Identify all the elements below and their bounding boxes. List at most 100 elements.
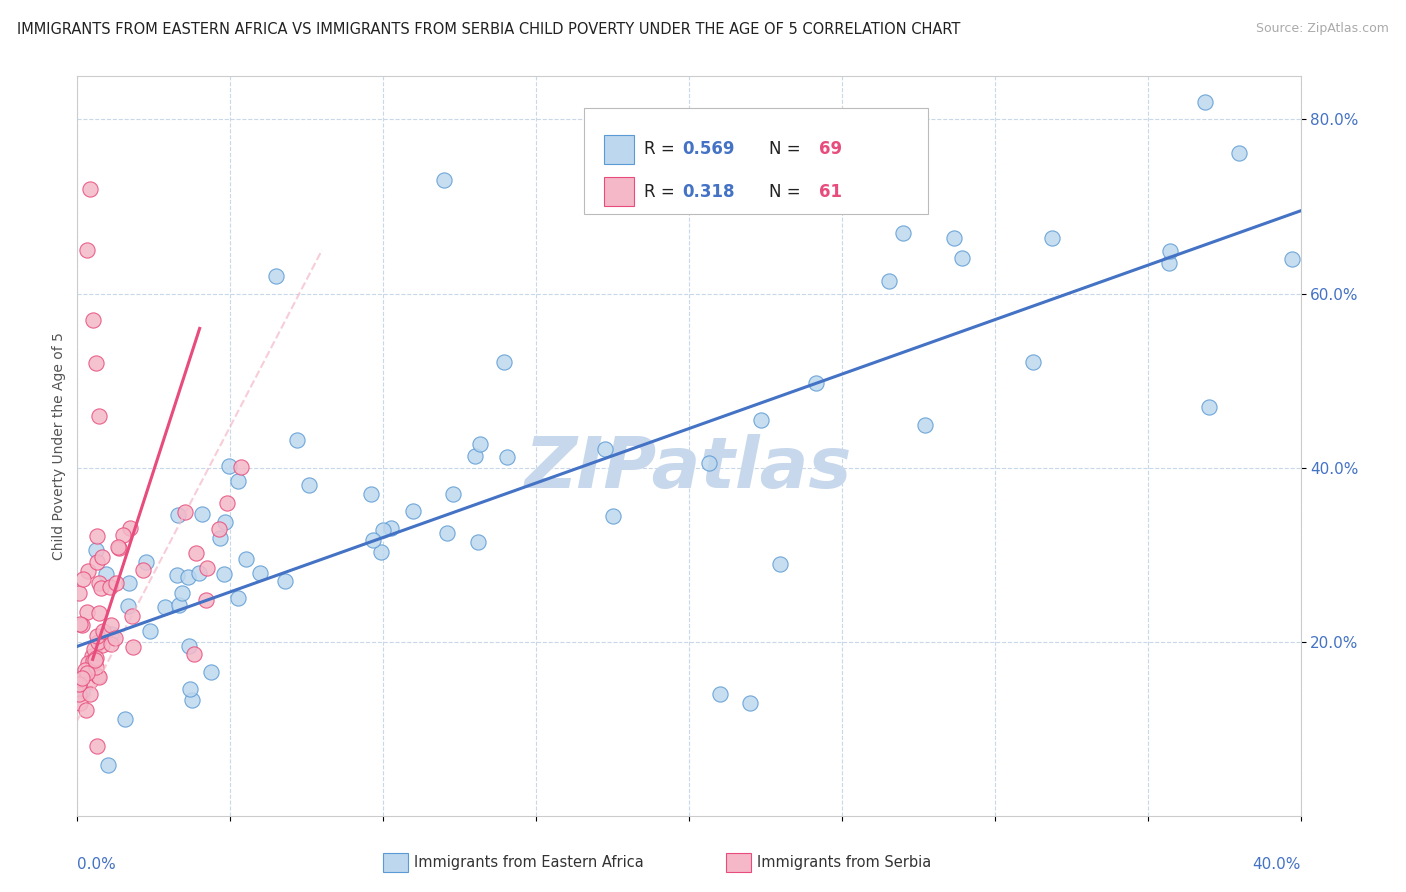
Point	[464, 449, 486, 463]
Text: Immigrants from Serbia: Immigrants from Serbia	[756, 855, 931, 870]
Point	[195, 560, 218, 574]
Point	[195, 593, 218, 607]
Point	[111, 528, 134, 542]
Point	[373, 523, 395, 537]
Point	[84, 356, 107, 370]
Point	[495, 450, 517, 465]
Point	[950, 251, 973, 265]
Point	[179, 681, 201, 696]
Point	[709, 687, 731, 701]
Point	[436, 525, 458, 540]
Point	[107, 541, 129, 555]
Point	[228, 474, 250, 488]
Point	[155, 600, 177, 615]
Point	[170, 586, 193, 600]
Point	[1040, 231, 1063, 245]
Point	[84, 651, 107, 665]
Point	[77, 657, 100, 671]
Point	[79, 182, 101, 196]
Point	[86, 555, 108, 569]
Point	[132, 563, 155, 577]
Point	[877, 275, 900, 289]
Point	[139, 624, 162, 638]
Point	[67, 677, 90, 691]
Point	[1227, 146, 1250, 161]
Point	[114, 712, 136, 726]
Point	[87, 635, 110, 649]
Point	[804, 376, 827, 391]
Point	[97, 758, 120, 772]
Text: R =: R =	[644, 140, 681, 159]
Point	[76, 666, 98, 681]
Y-axis label: Child Poverty Under the Age of 5: Child Poverty Under the Age of 5	[52, 332, 66, 560]
Point	[370, 545, 392, 559]
Point	[118, 521, 141, 535]
Point	[82, 648, 104, 663]
Point	[942, 231, 965, 245]
Point	[492, 355, 515, 369]
Point	[697, 456, 720, 470]
Point	[73, 663, 96, 677]
Point	[76, 605, 98, 619]
Point	[122, 640, 145, 654]
Point	[100, 626, 122, 640]
Point	[470, 437, 492, 451]
Point	[183, 648, 205, 662]
Point	[72, 671, 94, 685]
Point	[86, 542, 108, 557]
Point	[167, 508, 190, 523]
Point	[72, 618, 94, 632]
Point	[67, 687, 90, 701]
Point	[891, 226, 914, 240]
Point	[273, 574, 295, 589]
Point	[84, 652, 107, 666]
Text: Source: ZipAtlas.com: Source: ZipAtlas.com	[1256, 22, 1389, 36]
Point	[433, 173, 456, 187]
Text: 0.0%: 0.0%	[77, 857, 117, 871]
Text: N =: N =	[769, 183, 806, 201]
Point	[90, 639, 112, 653]
Point	[173, 505, 195, 519]
Point	[184, 546, 207, 560]
Point	[285, 433, 308, 447]
Point	[118, 576, 141, 591]
Text: IMMIGRANTS FROM EASTERN AFRICA VS IMMIGRANTS FROM SERBIA CHILD POVERTY UNDER THE: IMMIGRANTS FROM EASTERN AFRICA VS IMMIGR…	[17, 22, 960, 37]
Point	[401, 504, 423, 518]
Text: 61: 61	[818, 183, 842, 201]
Point	[104, 576, 127, 591]
Point	[177, 639, 200, 653]
Point	[1159, 244, 1181, 258]
Point	[82, 654, 104, 668]
Point	[104, 631, 127, 645]
Point	[90, 581, 112, 595]
Point	[67, 586, 90, 600]
Point	[67, 677, 90, 691]
Point	[94, 566, 117, 581]
Point	[749, 412, 772, 426]
Text: R =: R =	[644, 183, 681, 201]
Text: 0.569: 0.569	[682, 140, 734, 159]
Point	[249, 566, 271, 580]
Point	[76, 243, 98, 257]
Point	[467, 534, 489, 549]
Text: 0.318: 0.318	[682, 183, 734, 201]
Point	[86, 629, 108, 643]
Text: Immigrants from Eastern Africa: Immigrants from Eastern Africa	[415, 855, 644, 870]
Point	[135, 555, 157, 569]
Text: ZIPatlas: ZIPatlas	[526, 434, 852, 503]
Point	[69, 697, 91, 711]
Point	[441, 487, 464, 501]
Point	[298, 478, 321, 492]
Point	[87, 606, 110, 620]
Point	[79, 687, 101, 701]
Point	[87, 409, 110, 423]
Point	[226, 591, 249, 606]
Point	[1281, 252, 1303, 267]
Point	[79, 674, 101, 689]
Point	[87, 668, 110, 682]
Point	[89, 670, 111, 684]
Point	[86, 529, 108, 543]
Point	[1194, 95, 1216, 109]
Text: 40.0%: 40.0%	[1253, 857, 1301, 871]
Point	[72, 572, 94, 586]
